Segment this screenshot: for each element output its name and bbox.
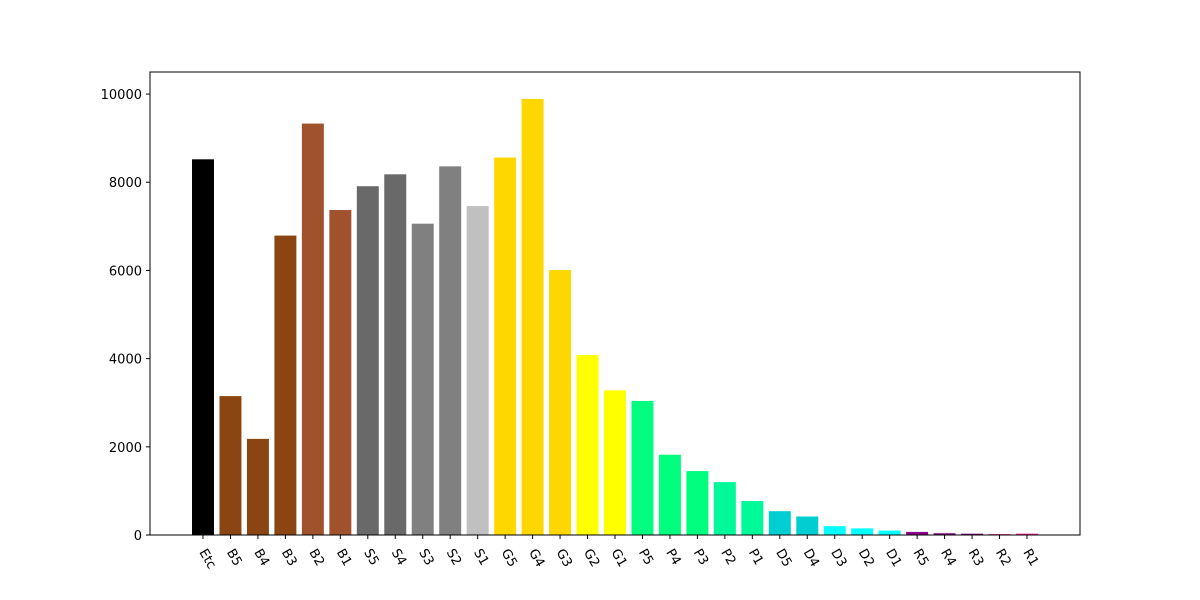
bar-b3	[274, 235, 297, 535]
x-tick-label: P4	[662, 547, 683, 568]
bars-group	[192, 98, 1038, 536]
x-tick-label: G3	[553, 547, 575, 570]
bar-b4	[246, 438, 269, 535]
x-tick-label: R2	[992, 547, 1014, 569]
bar-b1	[329, 210, 352, 535]
bar-d5	[768, 511, 791, 535]
x-tick-label: G1	[608, 547, 630, 570]
bar-g2	[576, 355, 599, 535]
bar-g5	[494, 157, 517, 536]
x-tick-label: P1	[745, 547, 766, 568]
x-tick-label: R1	[1020, 547, 1042, 569]
x-tick-label: Etc	[196, 547, 219, 572]
bar-s2	[439, 166, 462, 536]
bar-d3	[823, 526, 846, 535]
x-tick-label: P2	[717, 547, 738, 568]
bar-p4	[658, 454, 681, 535]
bar-d2	[851, 528, 874, 535]
bar-p5	[631, 400, 654, 535]
bar-p2	[713, 482, 736, 535]
bar-b2	[301, 123, 324, 535]
x-tick-label: D5	[772, 547, 794, 570]
x-tick-label: B1	[333, 547, 355, 569]
x-tick-label: R3	[965, 547, 987, 569]
x-tick-label: B4	[250, 547, 272, 569]
x-tick-label: B2	[305, 547, 327, 569]
x-tick-label: S4	[388, 547, 409, 569]
bar-g3	[549, 269, 572, 535]
x-tick-label: S3	[415, 547, 436, 569]
bar-r5	[906, 531, 929, 535]
y-tick-label: 2000	[109, 441, 142, 456]
x-tick-label: D3	[827, 547, 849, 570]
bar-r4	[933, 533, 956, 535]
x-tick-label: P5	[635, 547, 656, 568]
bar-b5	[219, 396, 242, 535]
plot-frame	[149, 71, 1081, 536]
bar-g1	[604, 390, 626, 535]
bar-s4	[384, 174, 407, 536]
bar-d1	[878, 530, 901, 535]
bar-s1	[466, 206, 489, 536]
bar-d4	[796, 516, 819, 535]
x-axis: Etc B5 B4 B3 B2 B1 S5 S4 S3 S2 S1 G5 G4 G3 G2 G1 P5 P4 P3 P…	[196, 535, 1042, 572]
x-tick-label: B5	[223, 547, 245, 569]
x-tick-label: B3	[278, 547, 300, 569]
y-tick-label: 4000	[109, 353, 142, 368]
bar-g4	[521, 98, 544, 536]
y-tick-label: 6000	[109, 264, 142, 279]
bar-p3	[686, 471, 709, 535]
x-tick-label: D2	[855, 547, 877, 570]
bar-r1	[1016, 533, 1038, 535]
x-tick-label: D4	[800, 547, 822, 570]
x-tick-label: R5	[910, 547, 932, 569]
x-tick-label: G4	[525, 547, 547, 570]
bar-etc	[192, 159, 214, 535]
bar-r3	[961, 533, 984, 535]
y-tick-label: 0	[134, 529, 142, 544]
y-tick-label: 8000	[109, 176, 142, 191]
bar-p1	[741, 501, 764, 535]
x-tick-label: G2	[580, 547, 602, 570]
y-axis: 0 2000 4000 6000 8000 10000	[101, 88, 150, 544]
x-tick-label: G5	[498, 547, 520, 570]
x-tick-label: D1	[882, 547, 904, 570]
x-tick-label: S2	[443, 547, 464, 569]
x-tick-label: S1	[470, 547, 491, 569]
x-tick-label: P3	[690, 547, 711, 568]
bar-s5	[356, 186, 379, 535]
bar-s3	[411, 223, 434, 535]
x-tick-label: R4	[937, 547, 959, 569]
x-tick-label: S5	[360, 547, 381, 569]
y-tick-label: 10000	[101, 88, 142, 103]
